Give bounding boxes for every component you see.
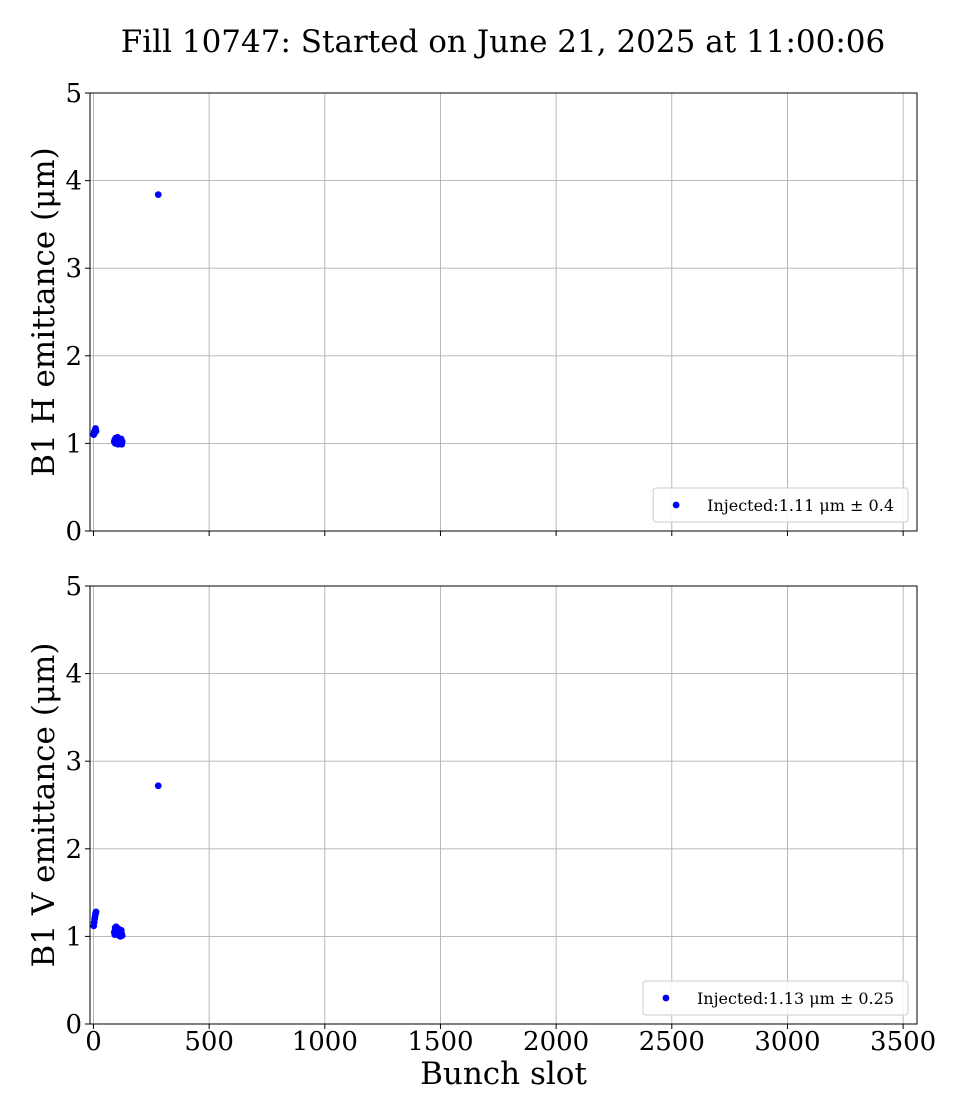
legend-marker <box>662 994 670 1002</box>
data-point <box>154 191 162 199</box>
x-axis-label: Bunch slot <box>420 1056 587 1092</box>
panel-2: 0 500 1000 1500 2000 2500 3000 3500 0 1 2 3 4 5 B1 V e… <box>26 572 936 1092</box>
x-tick-label: 2500 <box>639 1027 705 1057</box>
panel-1: 0 1 2 3 4 5 B1 H emittance (μm) Injected:1.11 μ… <box>26 79 918 547</box>
x-tick-label: 1500 <box>407 1027 473 1057</box>
y-tick-label: 1 <box>65 922 82 952</box>
data-point <box>118 438 126 446</box>
legend-label: Injected:1.11 μm ± 0.4 <box>707 496 894 515</box>
legend-marker <box>672 501 680 509</box>
data-point <box>92 427 100 435</box>
y-tick-label: 3 <box>65 254 82 284</box>
y-tick-label: 1 <box>65 429 82 459</box>
y-axis-label: B1 H emittance (μm) <box>26 147 62 477</box>
x-tick-label: 3000 <box>754 1027 820 1057</box>
y-tick-label: 5 <box>65 79 82 109</box>
legend: Injected:1.11 μm ± 0.4 <box>652 487 909 523</box>
legend-label: Injected:1.13 μm ± 0.25 <box>697 989 894 1008</box>
y-tick-label: 0 <box>65 1010 82 1040</box>
y-tick-label: 4 <box>65 660 82 690</box>
axes-frame <box>89 92 918 532</box>
legend-box <box>652 487 909 523</box>
y-tick-label: 4 <box>65 167 82 197</box>
axes-frame <box>89 585 918 1025</box>
y-tick-label: 3 <box>65 747 82 777</box>
x-tick-label: 1000 <box>292 1027 358 1057</box>
y-axis-label: B1 V emittance (μm) <box>26 643 62 968</box>
y-tick-label: 2 <box>65 342 82 372</box>
legend: Injected:1.13 μm ± 0.25 <box>642 980 909 1016</box>
x-tick-label: 0 <box>85 1027 102 1057</box>
data-point <box>92 908 100 916</box>
x-tick-label: 500 <box>184 1027 234 1057</box>
figure-title: Fill 10747: Started on June 21, 2025 at … <box>121 24 885 60</box>
data-point <box>154 782 162 790</box>
y-tick-label: 2 <box>65 835 82 865</box>
x-tick-label: 3500 <box>870 1027 936 1057</box>
y-tick-label: 5 <box>65 572 82 602</box>
legend-box <box>642 980 909 1016</box>
y-tick-label: 0 <box>65 517 82 547</box>
data-point <box>118 932 126 939</box>
x-tick-label: 2000 <box>523 1027 589 1057</box>
